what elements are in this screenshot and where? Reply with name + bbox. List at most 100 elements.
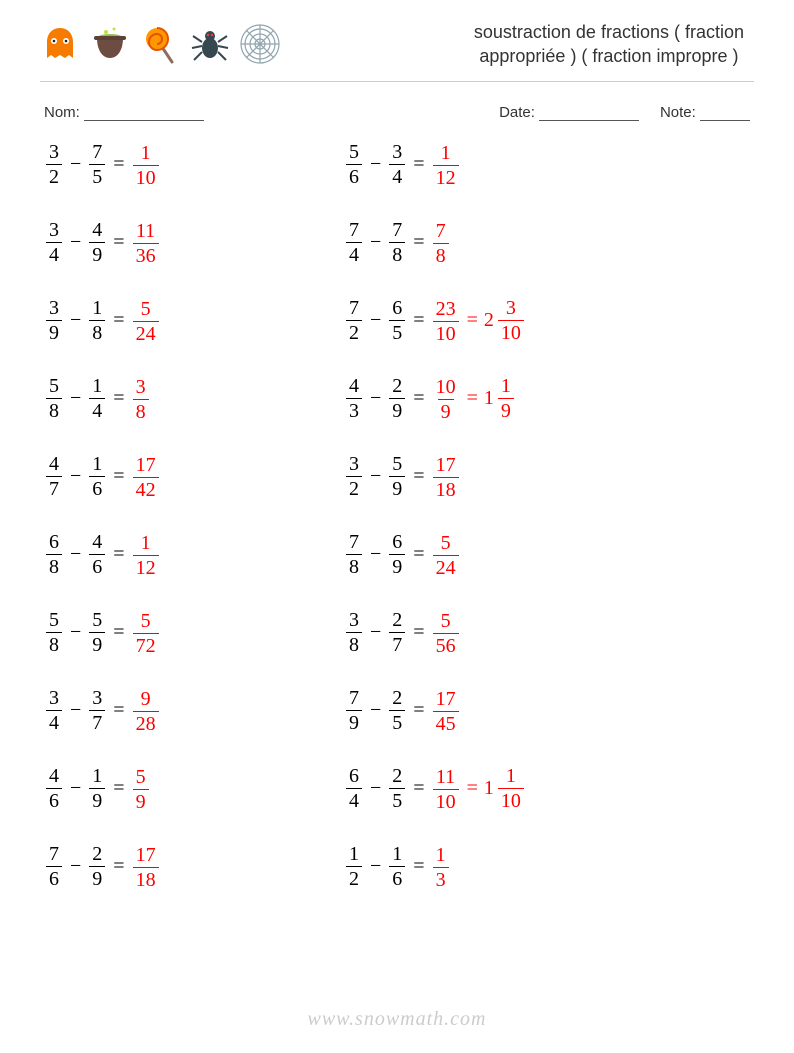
minus-op: − [70,777,81,800]
name-blank[interactable] [84,107,204,121]
equals-op: = [113,387,124,410]
name-field: Nom: [44,104,204,121]
web-icon [240,24,280,64]
minus-op: − [370,153,381,176]
problem: 32−59=1718 [344,451,754,503]
answer: 1718 [431,454,461,500]
problem: 46−19=59 [44,763,344,815]
minus-op: − [370,543,381,566]
problem: 72−65=2310=2310 [344,295,754,347]
answer: 1136 [131,220,161,266]
problem: 32−75=110 [44,139,344,191]
problem: 58−14=38 [44,373,344,425]
answer: 110 [131,142,161,188]
equals-op: = [113,309,124,332]
answer: 928 [131,688,161,734]
minus-op: − [70,543,81,566]
answer: 13 [431,844,451,890]
problem: 39−18=524 [44,295,344,347]
minus-op: − [370,699,381,722]
equals-op: = [113,621,124,644]
problem: 74−78=78 [344,217,754,269]
header: soustraction de fractions ( fraction app… [40,20,754,82]
equals-op: = [413,699,424,722]
problem: 12−16=13 [344,841,754,893]
equals-op: = [113,543,124,566]
answer: 524 [431,532,461,578]
equals-op: = [113,855,124,878]
equals-op: = [413,231,424,254]
minus-op: − [370,465,381,488]
problem: 56−34=112 [344,139,754,191]
minus-op: − [70,153,81,176]
minus-op: − [370,231,381,254]
problem: 34−49=1136 [44,217,344,269]
cauldron-icon [90,24,130,64]
equals-op: = [413,621,424,644]
equals-op: = [413,465,424,488]
score-blank[interactable] [700,107,750,121]
problem: 58−59=572 [44,607,344,659]
answer: 556 [431,610,461,656]
minus-op: − [70,699,81,722]
problem: 34−37=928 [44,685,344,737]
answer: 1745 [431,688,461,734]
equals-op: = [467,387,478,410]
equals-op: = [413,777,424,800]
equals-op: = [413,543,424,566]
equals-op: = [467,777,478,800]
problem: 68−46=112 [44,529,344,581]
answer: 524 [131,298,161,344]
date-label: Date: [499,104,535,121]
minus-op: − [70,621,81,644]
answer: 112 [431,142,461,188]
answer: 2310 [431,298,461,344]
spider-icon [190,24,230,64]
equals-op: = [413,309,424,332]
mixed-answer: 119 [484,376,516,421]
mixed-answer: 2310 [484,298,526,343]
date-blank[interactable] [539,107,639,121]
title-line-1: soustraction de fractions ( fraction [474,22,744,42]
problem: 79−25=1745 [344,685,754,737]
minus-op: − [70,387,81,410]
equals-op: = [413,153,424,176]
meta-row: Nom: Date: Note: [44,104,750,121]
equals-op: = [113,153,124,176]
problem: 64−25=1110=1110 [344,763,754,815]
minus-op: − [370,777,381,800]
equals-op: = [413,855,424,878]
answer: 38 [131,376,151,422]
minus-op: − [370,855,381,878]
equals-op: = [113,699,124,722]
minus-op: − [70,855,81,878]
answer: 112 [131,532,161,578]
answer: 1718 [131,844,161,890]
equals-op: = [413,387,424,410]
answer: 59 [131,766,151,812]
lollipop-icon [140,24,180,64]
equals-op: = [113,777,124,800]
answer: 78 [431,220,451,266]
mixed-answer: 1110 [484,766,526,811]
header-icons [40,20,280,64]
name-label: Nom: [44,104,80,121]
minus-op: − [70,231,81,254]
minus-op: − [70,309,81,332]
title-line-2: appropriée ) ( fraction impropre ) [479,46,738,66]
equals-op: = [467,309,478,332]
minus-op: − [370,309,381,332]
problem: 38−27=556 [344,607,754,659]
problem: 76−29=1718 [44,841,344,893]
score-label: Note: [660,104,696,121]
answer: 572 [131,610,161,656]
answer: 1110 [431,766,461,812]
problem: 78−69=524 [344,529,754,581]
answer: 109 [431,376,461,422]
problems-grid: 32−75=11056−34=11234−49=113674−78=7839−1… [40,139,754,893]
answer: 1742 [131,454,161,500]
minus-op: − [370,621,381,644]
problem: 43−29=109=119 [344,373,754,425]
ghost-icon [40,24,80,64]
minus-op: − [70,465,81,488]
